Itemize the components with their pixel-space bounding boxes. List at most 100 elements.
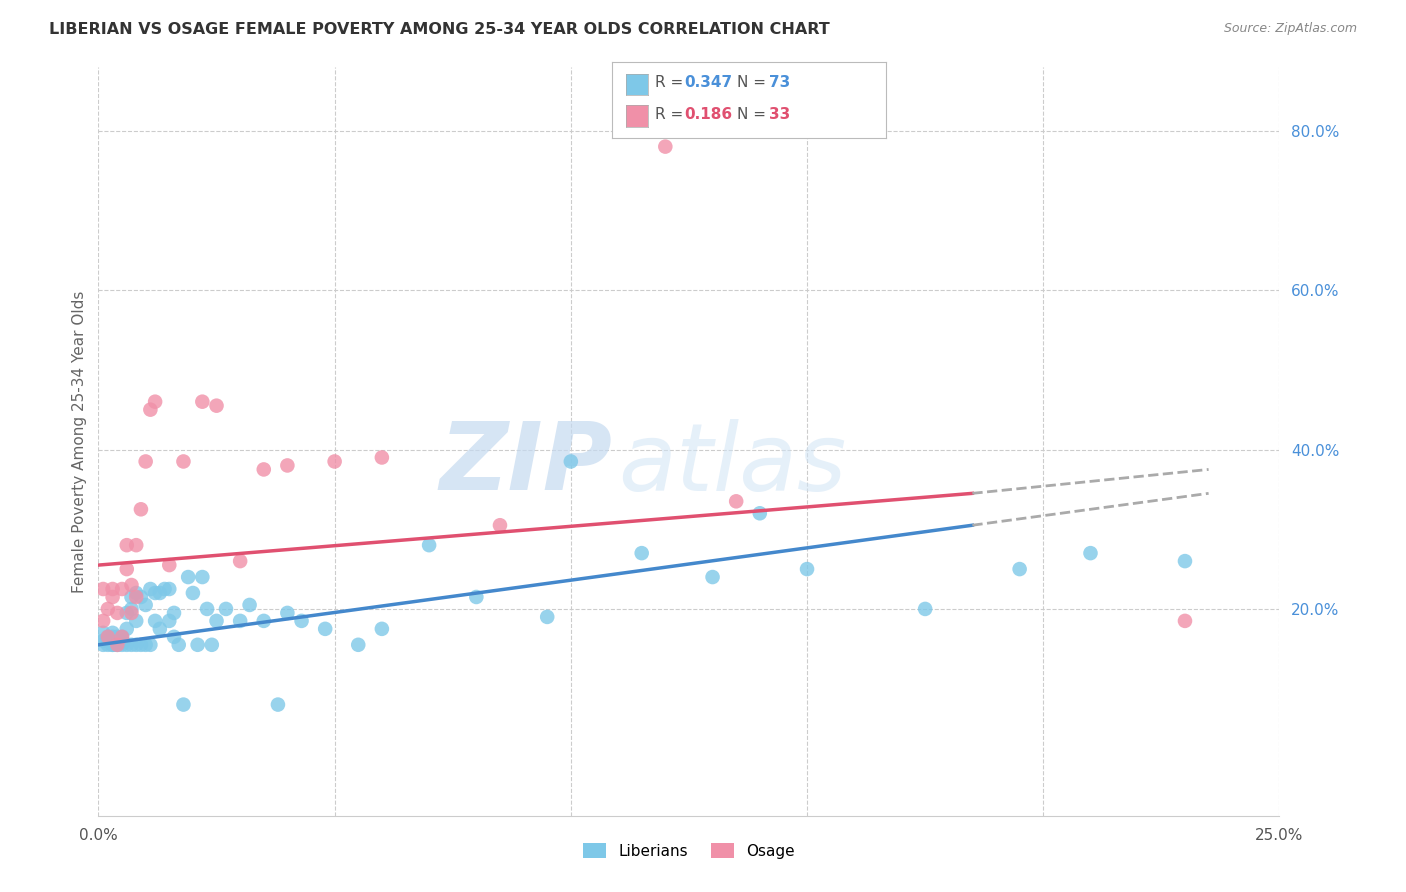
Point (167, 638, 190, 652)
Point (91, 633, 114, 648)
Text: LIBERIAN VS OSAGE FEMALE POVERTY AMONG 25-34 YEAR OLDS CORRELATION CHART: LIBERIAN VS OSAGE FEMALE POVERTY AMONG 2… (49, 22, 830, 37)
Point (229, 614, 252, 628)
Point (654, 139, 676, 153)
Point (276, 458, 298, 473)
Point (276, 606, 298, 620)
Point (111, 635, 134, 649)
Point (101, 630, 124, 644)
Point (177, 570, 200, 584)
Point (101, 582, 124, 596)
Point (314, 622, 336, 636)
Point (536, 610, 558, 624)
Point (290, 614, 312, 628)
Point (371, 450, 394, 465)
Point (1080, 546, 1102, 560)
Point (91, 625, 114, 640)
Point (347, 638, 370, 652)
Point (1174, 554, 1197, 568)
Point (105, 638, 128, 652)
Point (239, 598, 262, 612)
Point (253, 614, 276, 628)
Point (748, 506, 770, 520)
Point (371, 622, 394, 636)
Point (489, 518, 512, 533)
Text: ZIP: ZIP (439, 418, 612, 510)
Point (139, 402, 162, 417)
Point (111, 630, 134, 644)
Point (139, 582, 162, 596)
Point (91, 614, 114, 628)
Point (418, 538, 440, 552)
Point (115, 538, 138, 552)
Point (143, 614, 166, 628)
Point (157, 614, 180, 628)
Point (702, 570, 724, 584)
Point (1008, 562, 1031, 576)
Point (91, 638, 114, 652)
Point (149, 622, 172, 636)
Point (153, 582, 176, 596)
Point (101, 625, 124, 640)
Text: R =: R = (655, 107, 683, 121)
Point (115, 638, 138, 652)
Text: Source: ZipAtlas.com: Source: ZipAtlas.com (1223, 22, 1357, 36)
Point (121, 602, 143, 616)
Point (163, 606, 186, 620)
Point (121, 638, 143, 652)
Point (91, 582, 114, 596)
Point (105, 630, 128, 644)
Point (229, 554, 252, 568)
Point (125, 590, 148, 604)
Point (796, 562, 818, 576)
Point (267, 698, 290, 712)
Point (101, 638, 124, 652)
Point (630, 546, 652, 560)
Point (914, 602, 936, 616)
Point (157, 558, 180, 573)
Point (105, 638, 128, 652)
Point (111, 582, 134, 596)
Point (172, 698, 194, 712)
Point (201, 638, 224, 652)
Point (125, 614, 148, 628)
Point (157, 582, 180, 596)
Point (191, 570, 214, 584)
Point (191, 394, 214, 409)
Point (163, 630, 186, 644)
Text: 73: 73 (769, 75, 790, 89)
Point (560, 454, 582, 468)
Point (129, 590, 152, 604)
Point (129, 638, 152, 652)
Point (187, 638, 209, 652)
Point (253, 462, 276, 476)
Point (101, 638, 124, 652)
Point (115, 562, 138, 576)
Point (121, 590, 143, 604)
Point (323, 454, 346, 468)
Point (111, 633, 134, 648)
Point (149, 586, 172, 600)
Point (125, 638, 148, 652)
Point (195, 602, 218, 616)
Point (172, 454, 194, 468)
Point (143, 586, 166, 600)
Point (725, 494, 748, 508)
Point (135, 598, 157, 612)
Point (121, 578, 143, 592)
Point (129, 502, 152, 516)
Text: 0.347: 0.347 (685, 75, 733, 89)
Point (115, 606, 138, 620)
Y-axis label: Female Poverty Among 25-34 Year Olds: Female Poverty Among 25-34 Year Olds (72, 291, 87, 592)
Point (121, 606, 143, 620)
Point (105, 606, 128, 620)
Point (143, 394, 166, 409)
Point (465, 590, 488, 604)
Point (115, 622, 138, 636)
Point (1174, 614, 1197, 628)
Point (97, 633, 120, 648)
Point (97, 638, 120, 652)
Point (205, 614, 228, 628)
Legend: Liberians, Osage: Liberians, Osage (576, 837, 801, 864)
Point (97, 630, 120, 644)
Point (97, 630, 120, 644)
